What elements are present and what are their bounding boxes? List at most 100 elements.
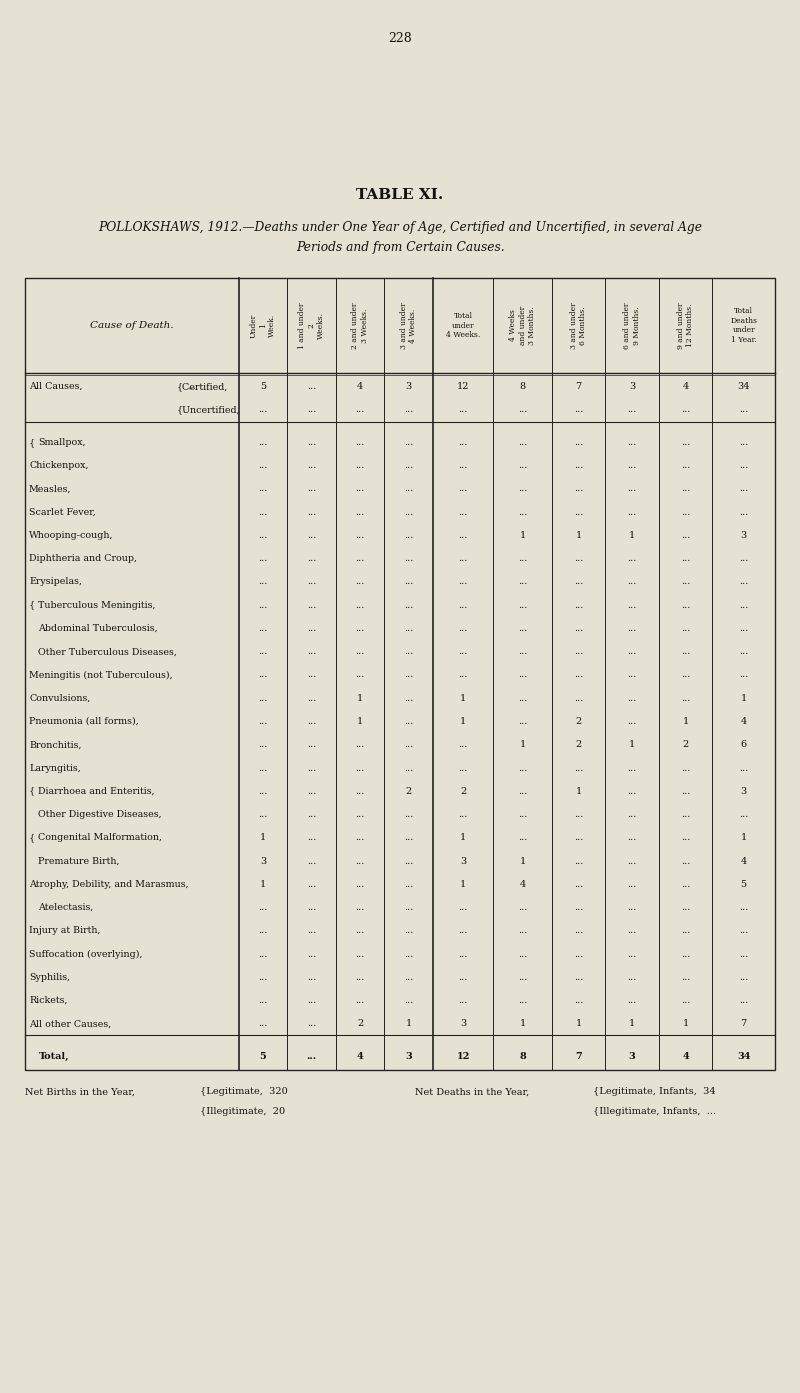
Text: Atrophy, Debility, and Marasmus,: Atrophy, Debility, and Marasmus, [29, 880, 189, 889]
Text: ...: ... [306, 1052, 317, 1061]
Text: 3 and under
6 Months.: 3 and under 6 Months. [570, 302, 587, 348]
Text: ...: ... [258, 717, 268, 726]
Text: ...: ... [404, 648, 414, 656]
Text: ...: ... [627, 600, 637, 610]
Text: ...: ... [355, 485, 365, 493]
Text: Periods and from Certain Causes.: Periods and from Certain Causes. [296, 241, 504, 255]
Text: ...: ... [258, 740, 268, 749]
Text: {: { [29, 437, 35, 447]
Text: Under
1
Week.: Under 1 Week. [250, 313, 276, 337]
Text: ...: ... [627, 405, 637, 414]
Text: Smallpox,: Smallpox, [38, 437, 86, 447]
Text: ...: ... [574, 926, 583, 935]
Text: ...: ... [258, 600, 268, 610]
Text: ...: ... [458, 926, 468, 935]
Text: ...: ... [681, 926, 690, 935]
Text: ...: ... [458, 950, 468, 958]
Text: ...: ... [458, 405, 468, 414]
Text: ...: ... [739, 461, 748, 471]
Text: ...: ... [739, 648, 748, 656]
Text: 4: 4 [682, 382, 689, 391]
Text: 1: 1 [629, 531, 635, 540]
Text: ...: ... [404, 950, 414, 958]
Text: ...: ... [681, 405, 690, 414]
Text: 3: 3 [629, 1052, 635, 1061]
Text: ...: ... [355, 461, 365, 471]
Text: ...: ... [739, 903, 748, 912]
Text: ...: ... [518, 950, 527, 958]
Text: ...: ... [518, 461, 527, 471]
Text: ...: ... [258, 648, 268, 656]
Text: ...: ... [681, 880, 690, 889]
Text: ...: ... [627, 694, 637, 702]
Text: ...: ... [518, 972, 527, 982]
Text: Congenital Malformation,: Congenital Malformation, [38, 833, 162, 843]
Text: ...: ... [518, 437, 527, 447]
Text: ...: ... [404, 670, 414, 680]
Text: ...: ... [518, 578, 527, 586]
Text: ...: ... [458, 485, 468, 493]
Text: ...: ... [518, 717, 527, 726]
Text: ...: ... [574, 600, 583, 610]
Text: ...: ... [681, 857, 690, 865]
Text: ...: ... [355, 880, 365, 889]
Text: ...: ... [307, 485, 316, 493]
Text: Scarlet Fever,: Scarlet Fever, [29, 507, 96, 517]
Text: ...: ... [307, 382, 316, 391]
Text: ...: ... [518, 763, 527, 773]
Text: ...: ... [307, 857, 316, 865]
Text: {Legitimate, Infants,  34: {Legitimate, Infants, 34 [593, 1088, 716, 1096]
Text: ...: ... [404, 624, 414, 632]
Text: ...: ... [355, 531, 365, 540]
Text: ...: ... [627, 554, 637, 563]
Text: ...: ... [681, 670, 690, 680]
Text: ...: ... [574, 405, 583, 414]
Text: ...: ... [307, 996, 316, 1006]
Text: ...: ... [258, 1020, 268, 1028]
Text: ...: ... [258, 461, 268, 471]
Text: 4: 4 [519, 880, 526, 889]
Text: 1: 1 [260, 880, 266, 889]
Text: ...: ... [574, 648, 583, 656]
Text: ...: ... [404, 972, 414, 982]
Text: 1: 1 [575, 1020, 582, 1028]
Text: ...: ... [307, 809, 316, 819]
Text: ...: ... [307, 554, 316, 563]
Text: ...: ... [404, 507, 414, 517]
Text: ...: ... [258, 437, 268, 447]
Text: ...: ... [627, 972, 637, 982]
Text: 1: 1 [575, 787, 582, 795]
Text: {Uncertified,: {Uncertified, [177, 405, 241, 414]
Text: ...: ... [258, 996, 268, 1006]
Text: ...: ... [627, 833, 637, 843]
Text: 8: 8 [519, 1052, 526, 1061]
Text: 2: 2 [406, 787, 412, 795]
Text: ...: ... [681, 763, 690, 773]
Text: Total
under
4 Weeks.: Total under 4 Weeks. [446, 312, 480, 340]
Text: Erysipelas,: Erysipelas, [29, 578, 82, 586]
Text: 1: 1 [460, 694, 466, 702]
Text: 1: 1 [575, 531, 582, 540]
Text: ...: ... [404, 578, 414, 586]
Text: ...: ... [355, 507, 365, 517]
Text: 1: 1 [629, 1020, 635, 1028]
Text: ...: ... [355, 787, 365, 795]
Text: 5: 5 [741, 880, 746, 889]
Text: ...: ... [681, 578, 690, 586]
Text: ...: ... [681, 694, 690, 702]
Text: 3: 3 [741, 531, 746, 540]
Text: ...: ... [355, 578, 365, 586]
Text: All Causes,: All Causes, [29, 382, 82, 391]
Text: ...: ... [574, 624, 583, 632]
Text: 3: 3 [405, 1052, 412, 1061]
Text: ...: ... [518, 996, 527, 1006]
Text: ...: ... [739, 437, 748, 447]
Text: 1: 1 [519, 531, 526, 540]
Text: ...: ... [518, 554, 527, 563]
Text: ...: ... [404, 717, 414, 726]
Text: ...: ... [258, 926, 268, 935]
Text: 1: 1 [682, 1020, 689, 1028]
Text: ...: ... [681, 600, 690, 610]
Text: ...: ... [258, 763, 268, 773]
Text: ...: ... [458, 600, 468, 610]
